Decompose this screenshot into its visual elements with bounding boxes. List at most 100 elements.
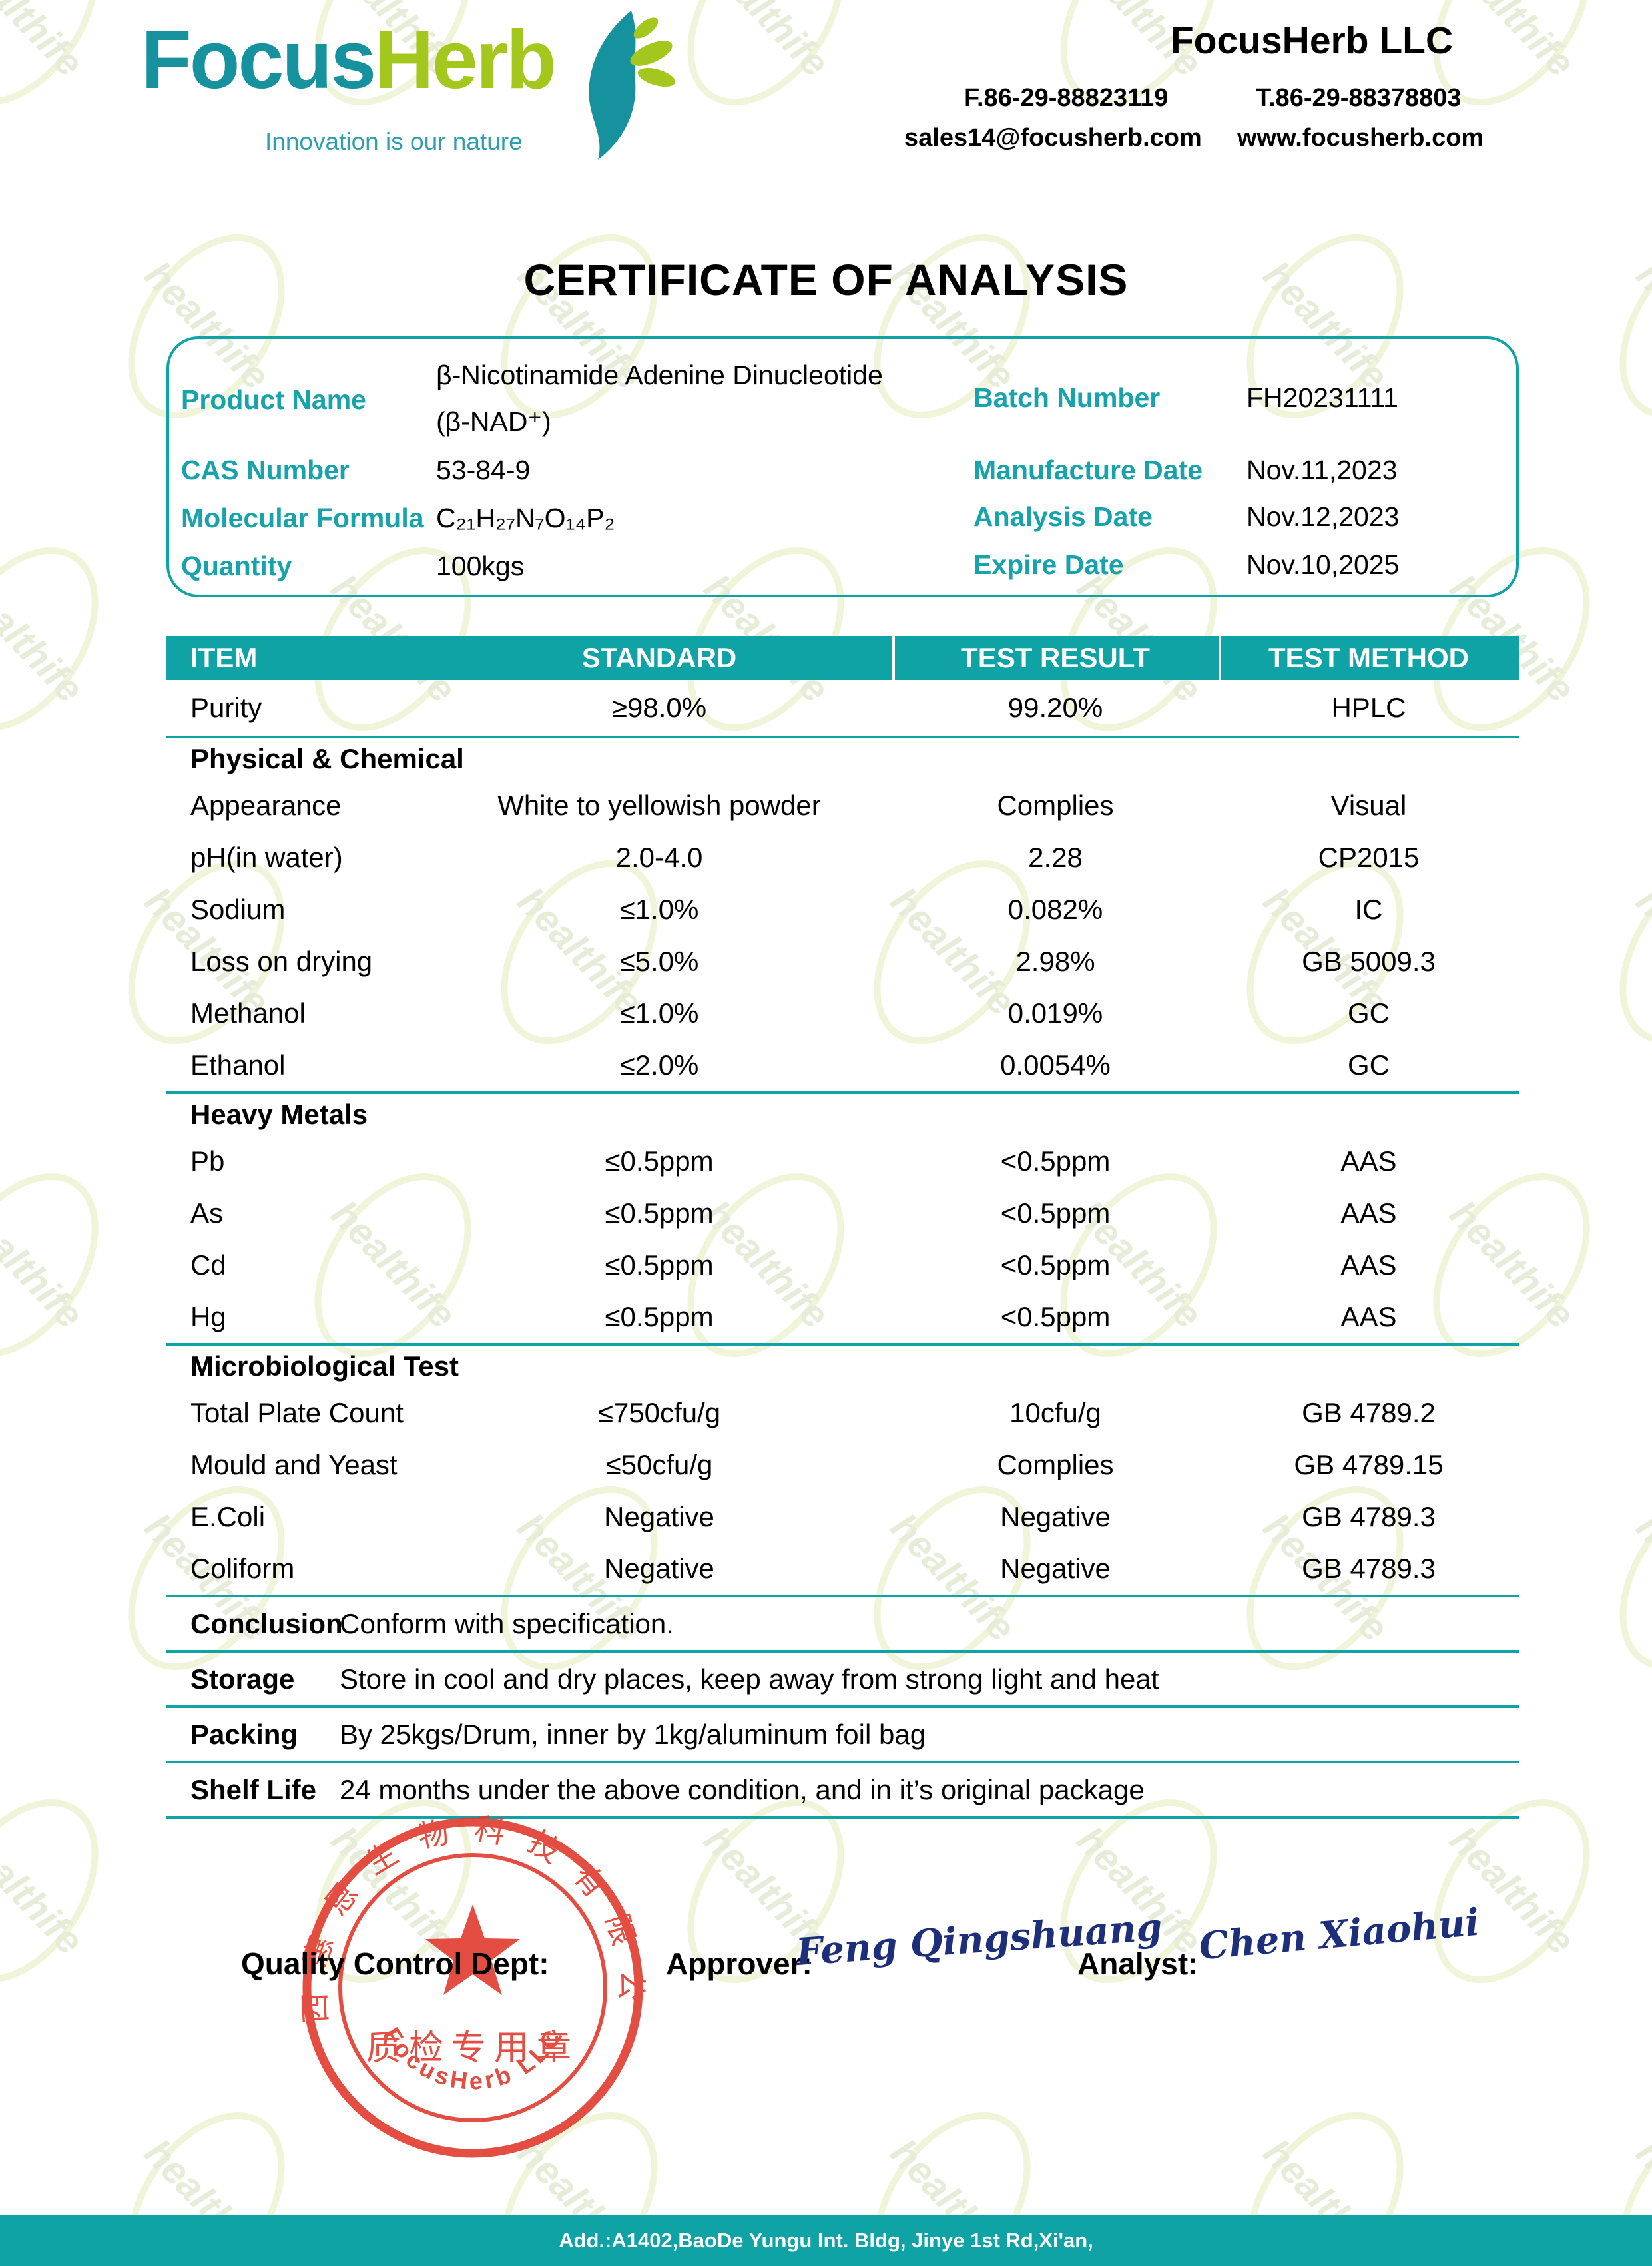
conclusion-label: Conclusion bbox=[190, 1607, 343, 1639]
expire-date-label: Expire Date bbox=[973, 549, 1124, 580]
cell-test-result: <0.5ppm bbox=[1000, 1249, 1111, 1280]
table-row: As ≤0.5ppm <0.5ppm AAS bbox=[166, 1187, 1519, 1239]
stamp-star bbox=[425, 1904, 520, 1995]
cell-item: Methanol bbox=[190, 997, 306, 1029]
cell-item: As bbox=[190, 1197, 224, 1229]
conclusion-value: 24 months under the above condition, and… bbox=[340, 1773, 1145, 1805]
logo-text-focus: Focus bbox=[141, 14, 376, 106]
cell-item: Cd bbox=[190, 1249, 226, 1280]
header-seam bbox=[1219, 636, 1221, 680]
conclusion-value: By 25kgs/Drum, inner by 1kg/aluminum foi… bbox=[340, 1718, 926, 1750]
company-fax: F.86-29-88823119 bbox=[964, 84, 1169, 112]
product-name-value-line1: β-Nicotinamide Adenine Dinucleotide bbox=[436, 360, 883, 390]
cell-item: Mould and Yeast bbox=[190, 1449, 398, 1480]
qc-stamp: 陕西惠恩生物科技有限公司 质检专用章 FocusHerb LLC bbox=[293, 1808, 643, 2158]
table-row: Pb ≤0.5ppm <0.5ppm AAS bbox=[166, 1135, 1519, 1187]
cell-item: pH(in water) bbox=[190, 842, 343, 873]
cell-test-result: 10cfu/g bbox=[1009, 1397, 1101, 1428]
table-section-header: Microbiological Test bbox=[190, 1350, 459, 1382]
conclusion-value: Conform with specification. bbox=[340, 1607, 674, 1639]
cell-standard: ≤0.5ppm bbox=[605, 1197, 714, 1229]
divider bbox=[166, 1761, 1519, 1763]
company-tel: T.86-29-88378803 bbox=[1256, 84, 1462, 112]
page-title: CERTIFICATE OF ANALYSIS bbox=[523, 255, 1129, 304]
cell-test-method: CP2015 bbox=[1318, 842, 1420, 873]
analyst-signature: Chen Xiaohui bbox=[1197, 1900, 1482, 1969]
cell-test-method: GB 4789.3 bbox=[1302, 1501, 1436, 1532]
quality-control-dept-label: Quality Control Dept: bbox=[241, 1946, 549, 1981]
cell-test-method: GB 5009.3 bbox=[1302, 946, 1436, 977]
batch-number-label: Batch Number bbox=[973, 382, 1161, 413]
molecular-formula-label: Molecular Formula bbox=[181, 503, 424, 533]
table-row: Appearance White to yellowish powder Compl… bbox=[166, 780, 1519, 832]
cell-test-result: 0.0054% bbox=[1000, 1049, 1111, 1081]
conclusion-row: Packing By 25kgs/Drum, inner by 1kg/alumi… bbox=[166, 1708, 1519, 1761]
cell-test-method: AAS bbox=[1340, 1249, 1397, 1280]
cell-standard: White to yellowish powder bbox=[497, 790, 821, 821]
cell-test-result: 2.98% bbox=[1015, 946, 1095, 977]
cell-test-method: GB 4789.2 bbox=[1302, 1397, 1436, 1428]
conclusion-row: Storage Store in cool and dry places, kee… bbox=[166, 1653, 1519, 1705]
table-row: Sodium ≤1.0% 0.082% IC bbox=[166, 884, 1519, 936]
cell-standard: 2.0-4.0 bbox=[615, 842, 703, 873]
approver-label: Approver: bbox=[666, 1946, 812, 1981]
cell-standard: ≤750cfu/g bbox=[597, 1397, 721, 1428]
logo-tagline: Innovation is our nature bbox=[265, 128, 523, 155]
cell-standard: Negative bbox=[604, 1553, 714, 1584]
table-row: Coliform Negative Negative GB 4789.3 bbox=[166, 1543, 1519, 1595]
cell-test-method: Visual bbox=[1330, 790, 1407, 821]
conclusion-label: Packing bbox=[190, 1718, 298, 1750]
cell-standard: ≤1.0% bbox=[619, 894, 699, 925]
cell-test-method: HPLC bbox=[1331, 692, 1406, 723]
cas-number-label: CAS Number bbox=[181, 455, 350, 485]
logo-leaf-icon bbox=[589, 11, 676, 160]
cell-test-method: AAS bbox=[1340, 1197, 1397, 1229]
cell-test-result: Complies bbox=[997, 1449, 1114, 1480]
cell-standard: ≤2.0% bbox=[619, 1049, 699, 1081]
analysis-date-value: Nov.12,2023 bbox=[1246, 501, 1400, 532]
company-email: sales14@focusherb.com bbox=[904, 124, 1202, 152]
cell-test-result: <0.5ppm bbox=[1000, 1301, 1111, 1332]
cell-standard: ≥98.0% bbox=[611, 692, 707, 723]
manufacture-date-label: Manufacture Date bbox=[973, 455, 1203, 485]
cell-test-result: 2.28 bbox=[1028, 842, 1083, 873]
table-row: Total Plate Count ≤750cfu/g 10cfu/g GB 4789… bbox=[166, 1387, 1519, 1439]
cell-test-method: GB 4789.15 bbox=[1294, 1449, 1444, 1480]
product-name-label: Product Name bbox=[181, 384, 366, 415]
cell-item: Purity bbox=[190, 692, 262, 723]
batch-number-value: FH20231111 bbox=[1246, 382, 1398, 413]
cell-item: Sodium bbox=[190, 894, 286, 925]
cell-item: E.Coli bbox=[190, 1501, 266, 1532]
table-row: Purity ≥98.0% 99.20% HPLC bbox=[166, 680, 1519, 736]
cell-standard: ≤0.5ppm bbox=[605, 1145, 714, 1177]
cell-item: Loss on drying bbox=[190, 946, 373, 977]
table-row: Mould and Yeast ≤50cfu/g Complies GB 4789.1… bbox=[166, 1439, 1519, 1491]
cell-test-result: 99.20% bbox=[1007, 692, 1103, 723]
divider bbox=[166, 736, 1519, 738]
stamp-center-text: 质检专用章 bbox=[366, 2029, 579, 2068]
cell-test-result: Complies bbox=[997, 790, 1114, 821]
cell-test-method: GC bbox=[1348, 997, 1390, 1029]
cell-item: Coliform bbox=[190, 1553, 295, 1584]
cell-test-result: Negative bbox=[1000, 1501, 1111, 1532]
cell-item: Total Plate Count bbox=[190, 1397, 404, 1428]
analysis-date-label: Analysis Date bbox=[973, 501, 1153, 532]
product-name-value-line2: (β-NAD⁺) bbox=[436, 406, 551, 437]
cell-item: Ethanol bbox=[190, 1049, 286, 1081]
cell-item: Pb bbox=[190, 1145, 225, 1177]
cell-standard: ≤1.0% bbox=[619, 997, 699, 1029]
divider bbox=[166, 1595, 1519, 1597]
cell-test-method: IC bbox=[1354, 894, 1383, 925]
cell-item: Appearance bbox=[190, 790, 342, 821]
cell-test-method: AAS bbox=[1340, 1301, 1397, 1332]
manufacture-date-value: Nov.11,2023 bbox=[1246, 455, 1398, 485]
divider bbox=[166, 1091, 1519, 1094]
quantity-value: 100kgs bbox=[436, 551, 525, 581]
tests-table-body: Purity ≥98.0% 99.20% HPLC Physical & Chemica… bbox=[166, 680, 1519, 1597]
quantity-label: Quantity bbox=[181, 551, 292, 581]
cell-standard: ≤0.5ppm bbox=[605, 1249, 714, 1280]
conclusion-row: Shelf Life 24 months under the above cond… bbox=[166, 1763, 1519, 1816]
analyst-label: Analyst: bbox=[1077, 1946, 1199, 1981]
